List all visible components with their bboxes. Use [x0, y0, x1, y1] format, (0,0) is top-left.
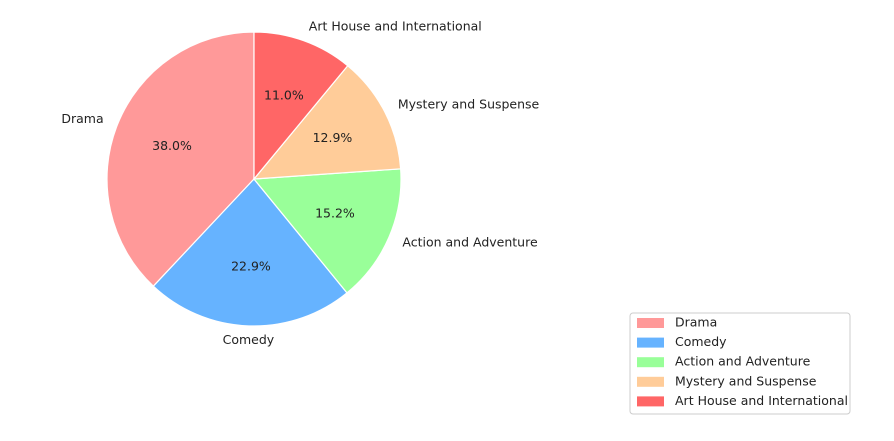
- legend-label-art-house-and-international: Art House and International: [675, 393, 848, 408]
- legend-label-drama: Drama: [675, 315, 717, 330]
- pct-label-action-and-adventure: 15.2%: [315, 206, 355, 221]
- legend-label-action-and-adventure: Action and Adventure: [675, 354, 811, 369]
- category-label-drama: Drama: [61, 111, 103, 126]
- legend-swatch-action-and-adventure: [637, 357, 664, 368]
- pie-slice-comedy: [152, 178, 348, 327]
- legend-frame: [629, 312, 851, 415]
- pct-label-comedy: 22.9%: [231, 259, 271, 274]
- pct-label-drama: 38.0%: [152, 138, 192, 153]
- category-label-mystery-and-suspense: Mystery and Suspense: [398, 97, 540, 112]
- pie-slices: [106, 31, 402, 327]
- category-labels: Drama Comedy Action and Adventure Mystery a…: [61, 18, 539, 347]
- legend-label-comedy: Comedy: [675, 334, 727, 349]
- category-label-action-and-adventure: Action and Adventure: [402, 235, 538, 250]
- pie-slice-art-house-and-international: [253, 31, 349, 181]
- percentage-labels: 38.0% 22.9% 15.2% 12.9% 11.0%: [152, 88, 355, 274]
- pie-slice-drama: [106, 31, 255, 288]
- pct-label-art-house-and-international: 11.0%: [264, 88, 304, 103]
- category-label-art-house-and-international: Art House and International: [309, 18, 482, 33]
- category-label-comedy: Comedy: [223, 332, 275, 347]
- legend: Drama Comedy Action and Adventure Mystery a…: [629, 312, 851, 415]
- legend-swatch-art-house-and-international: [637, 396, 664, 407]
- legend-label-mystery-and-suspense: Mystery and Suspense: [675, 373, 817, 388]
- pie-slice-mystery-and-suspense: [252, 64, 402, 180]
- legend-swatch-drama: [637, 318, 664, 328]
- pie-slice-action-and-adventure: [252, 168, 402, 294]
- pct-label-mystery-and-suspense: 12.9%: [313, 130, 353, 145]
- legend-swatch-mystery-and-suspense: [637, 376, 664, 387]
- legend-swatch-comedy: [637, 337, 664, 348]
